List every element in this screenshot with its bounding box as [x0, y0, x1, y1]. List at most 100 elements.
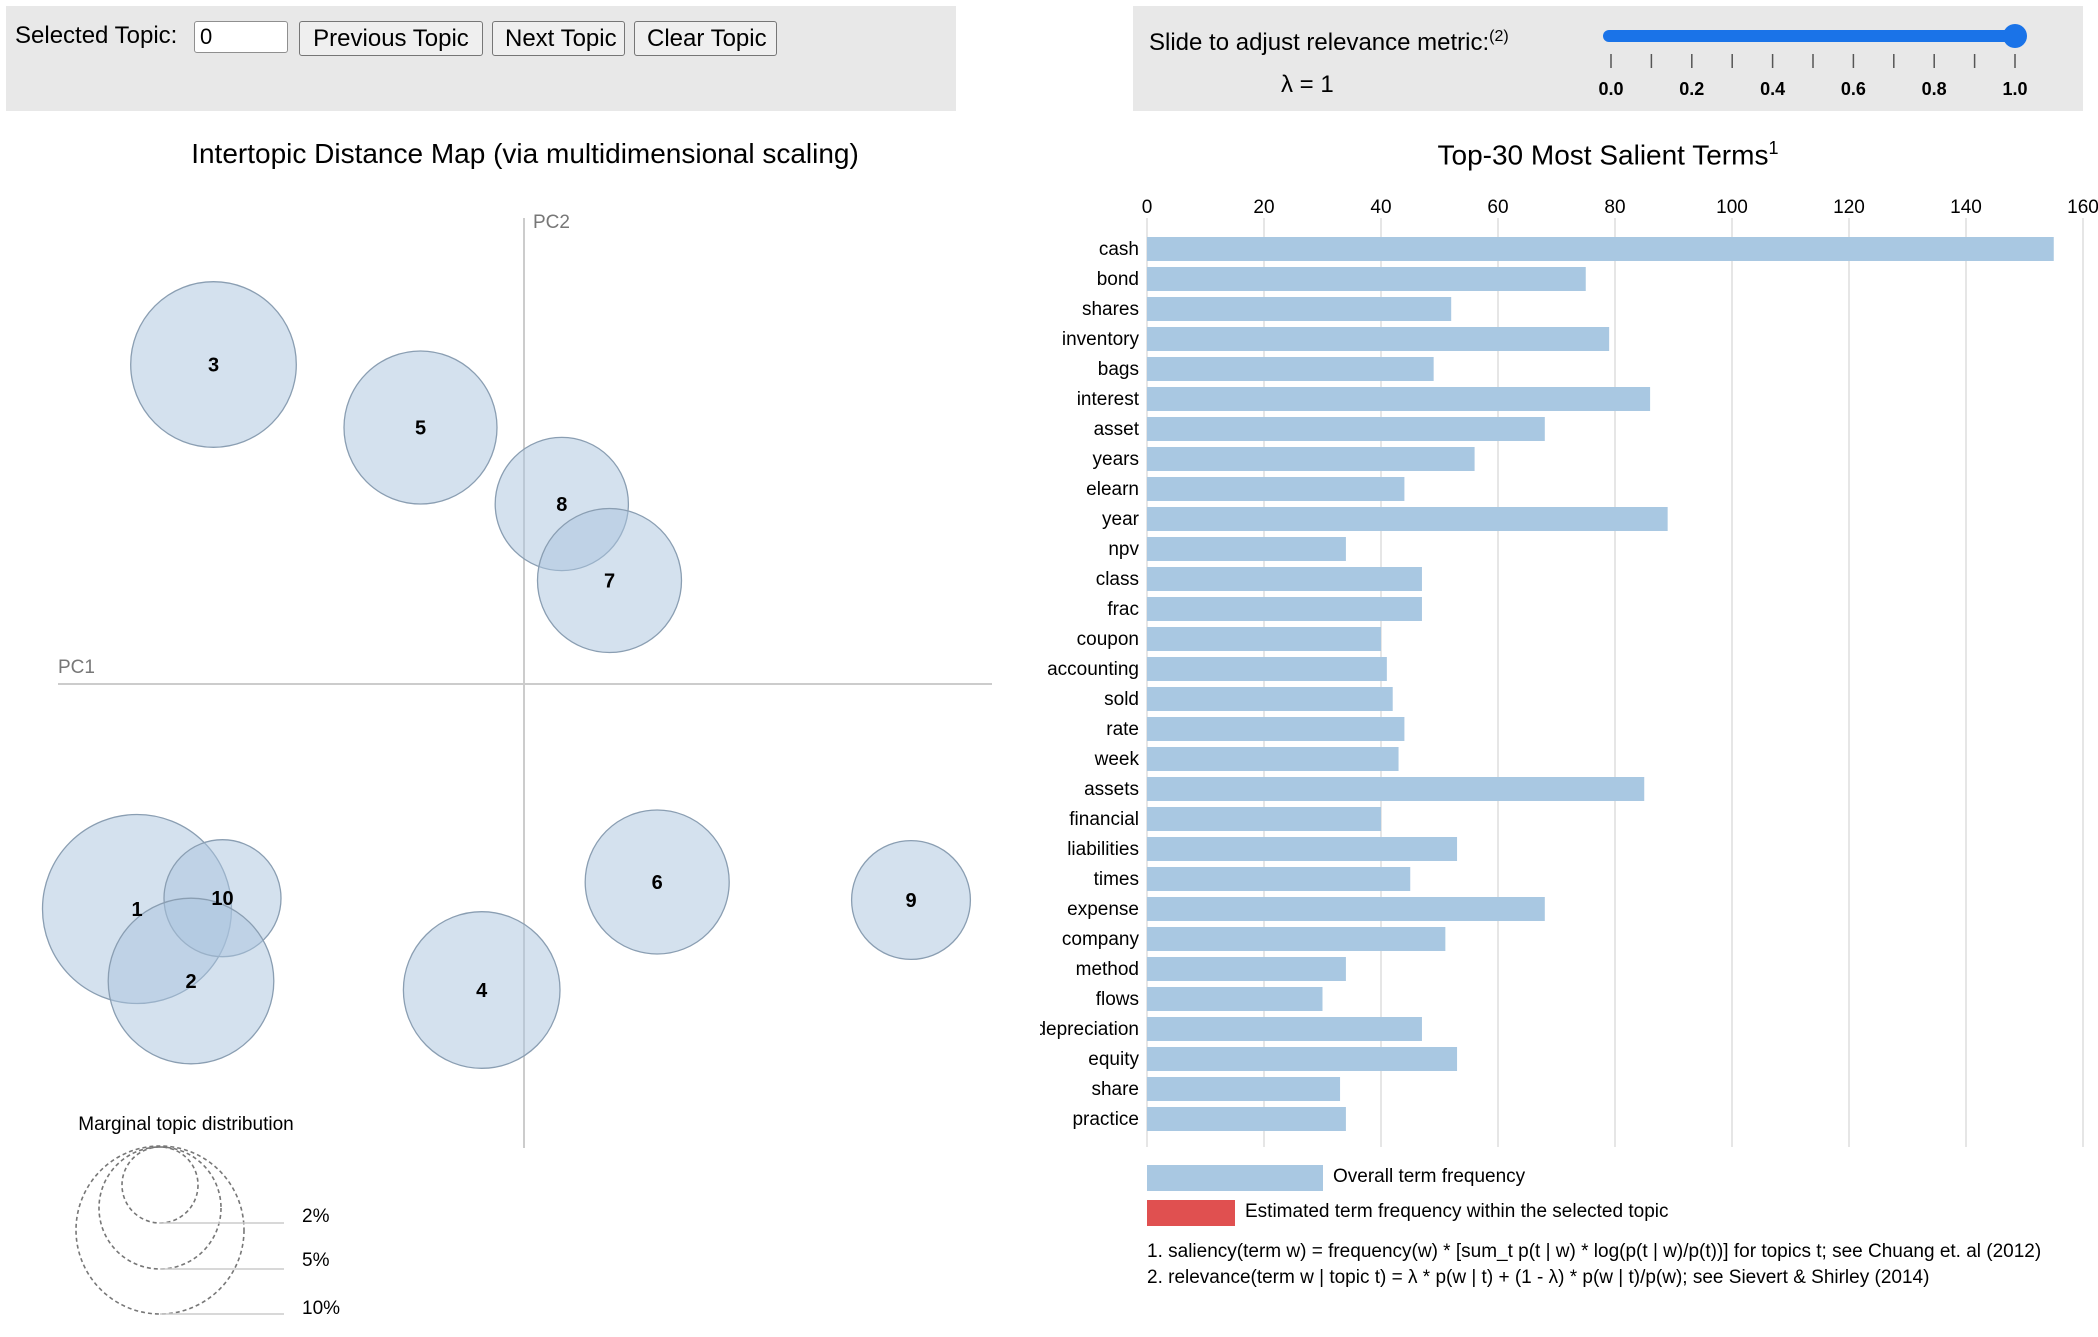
- term-label-bond[interactable]: bond: [1097, 269, 1139, 290]
- x-tick-label: 160: [2067, 197, 2098, 218]
- term-bar-bond[interactable]: [1147, 267, 1586, 291]
- previous-topic-button[interactable]: Previous Topic: [299, 21, 483, 56]
- x-tick-label: 140: [1950, 197, 1982, 218]
- term-bar-years[interactable]: [1147, 447, 1475, 471]
- term-label-practice[interactable]: practice: [1072, 1109, 1139, 1130]
- legend-selected-label: Estimated term frequency within the sele…: [1245, 1201, 1669, 1222]
- term-bar-cash[interactable]: [1147, 237, 2054, 261]
- term-bar-npv[interactable]: [1147, 537, 1346, 561]
- term-label-flows[interactable]: flows: [1096, 989, 1139, 1010]
- topic-bubble-4[interactable]: [402, 911, 561, 1069]
- salient-terms-footnote-ref: 1: [1768, 138, 1779, 158]
- legend-overall-swatch: [1147, 1165, 1323, 1191]
- term-label-frac[interactable]: frac: [1107, 599, 1139, 620]
- topic-bubble-2[interactable]: [107, 897, 275, 1065]
- topic-bubble-7[interactable]: [536, 507, 683, 654]
- term-bar-frac[interactable]: [1147, 597, 1422, 621]
- topic-label-1: 1: [131, 899, 142, 921]
- marginal-distribution-title: Marginal topic distribution: [78, 1114, 293, 1135]
- term-bar-class[interactable]: [1147, 567, 1422, 591]
- term-label-assets[interactable]: assets: [1084, 779, 1139, 800]
- term-label-method[interactable]: method: [1076, 959, 1139, 980]
- term-label-year[interactable]: year: [1102, 509, 1140, 530]
- term-bar-expense[interactable]: [1147, 897, 1545, 921]
- term-bar-interest[interactable]: [1147, 387, 1651, 411]
- relevance-slider[interactable]: 0.0 0.2 0.4 0.6 0.8 1.0: [1593, 6, 2033, 106]
- term-bar-method[interactable]: [1147, 957, 1346, 981]
- term-label-equity[interactable]: equity: [1088, 1049, 1139, 1070]
- term-bar-share[interactable]: [1147, 1077, 1341, 1101]
- term-bar-rate[interactable]: [1147, 717, 1405, 741]
- term-bar-practice[interactable]: [1147, 1107, 1346, 1131]
- topic-bubble-9[interactable]: [850, 839, 972, 961]
- topic-label-5: 5: [415, 418, 426, 440]
- term-label-cash[interactable]: cash: [1099, 239, 1139, 260]
- next-topic-button[interactable]: Next Topic: [492, 21, 625, 56]
- footnote-saliency: 1. saliency(term w) = frequency(w) * [su…: [1147, 1241, 2042, 1262]
- marginal-distribution-legend: 2% 5% 10%: [75, 1145, 340, 1319]
- marginal-circle-small: [121, 1146, 199, 1224]
- slider-tick-label: 0.8: [1922, 79, 1947, 99]
- topic-bubble-3[interactable]: [130, 281, 297, 448]
- term-label-bags[interactable]: bags: [1098, 359, 1139, 380]
- term-bar-assets[interactable]: [1147, 777, 1645, 801]
- clear-topic-button[interactable]: Clear Topic: [634, 21, 777, 56]
- marginal-label-10pct: 10%: [302, 1298, 340, 1319]
- term-label-rate[interactable]: rate: [1106, 719, 1139, 740]
- x-tick-label: 20: [1253, 197, 1274, 218]
- term-label-expense[interactable]: expense: [1067, 899, 1139, 920]
- relevance-label-text: Slide to adjust relevance metric:: [1149, 29, 1490, 56]
- intertopic-map-title: Intertopic Distance Map (via multidimens…: [191, 138, 859, 169]
- term-bar-company[interactable]: [1147, 927, 1446, 951]
- term-bar-asset[interactable]: [1147, 417, 1545, 441]
- term-bar-financial[interactable]: [1147, 807, 1381, 831]
- term-bar-liabilities[interactable]: [1147, 837, 1458, 861]
- term-bar-shares[interactable]: [1147, 297, 1452, 321]
- term-label-npv[interactable]: npv: [1108, 539, 1139, 560]
- topic-bubble-5[interactable]: [343, 350, 498, 505]
- term-label-accounting[interactable]: accounting: [1047, 659, 1139, 680]
- slider-track[interactable]: [1603, 30, 2023, 42]
- term-bar-inventory[interactable]: [1147, 327, 1610, 351]
- term-label-share[interactable]: share: [1091, 1079, 1139, 1100]
- term-bar-sold[interactable]: [1147, 687, 1393, 711]
- term-bar-week[interactable]: [1147, 747, 1399, 771]
- term-label-coupon[interactable]: coupon: [1077, 629, 1139, 650]
- term-bar-depreciation[interactable]: [1147, 1017, 1422, 1041]
- term-label-asset[interactable]: asset: [1094, 419, 1140, 440]
- term-bar-times[interactable]: [1147, 867, 1411, 891]
- topic-bubble-6[interactable]: [584, 809, 730, 955]
- term-label-sold[interactable]: sold: [1104, 689, 1139, 710]
- marginal-label-2pct: 2%: [302, 1206, 330, 1227]
- topic-label-2: 2: [185, 971, 196, 993]
- term-label-liabilities[interactable]: liabilities: [1067, 839, 1139, 860]
- term-label-inventory[interactable]: inventory: [1062, 329, 1140, 350]
- term-label-times[interactable]: times: [1094, 869, 1139, 890]
- term-label-years[interactable]: years: [1093, 449, 1139, 470]
- term-bar-equity[interactable]: [1147, 1047, 1458, 1071]
- term-bar-accounting[interactable]: [1147, 657, 1387, 681]
- term-label-interest[interactable]: interest: [1077, 389, 1140, 410]
- term-label-financial[interactable]: financial: [1069, 809, 1139, 830]
- term-label-elearn[interactable]: elearn: [1086, 479, 1139, 500]
- term-bar-coupon[interactable]: [1147, 627, 1381, 651]
- term-bar-elearn[interactable]: [1147, 477, 1405, 501]
- term-label-shares[interactable]: shares: [1082, 299, 1139, 320]
- term-bar-flows[interactable]: [1147, 987, 1323, 1011]
- legend-overall-label: Overall term frequency: [1333, 1166, 1526, 1187]
- term-label-depreciation[interactable]: depreciation: [1040, 1019, 1139, 1040]
- pc1-label: PC1: [58, 657, 95, 678]
- term-bar-year[interactable]: [1147, 507, 1668, 531]
- intertopic-distance-map: PC1 PC2 3 5 8 7 1 10 2 4 6 9 Marginal topic distr…: [41, 212, 992, 1319]
- term-label-week[interactable]: week: [1094, 749, 1140, 770]
- slider-thumb[interactable]: [2003, 24, 2027, 48]
- term-label-company[interactable]: company: [1062, 929, 1140, 950]
- x-tick-label: 40: [1370, 197, 1391, 218]
- selected-topic-input[interactable]: [194, 21, 288, 53]
- topic-label-9: 9: [905, 890, 916, 912]
- marginal-circle-large: [75, 1145, 245, 1315]
- legend-selected-swatch: [1147, 1200, 1235, 1226]
- term-bar-bags[interactable]: [1147, 357, 1434, 381]
- topic-label-10: 10: [211, 888, 233, 910]
- term-label-class[interactable]: class: [1096, 569, 1139, 590]
